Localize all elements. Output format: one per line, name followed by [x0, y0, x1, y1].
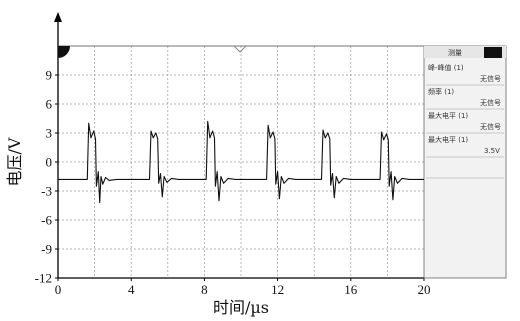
measure-row-label: 最大电平 (1) — [428, 111, 468, 120]
measure-row-value: 无信号 — [480, 74, 501, 83]
x-axis-title: 时间/µs — [213, 298, 269, 317]
y-tick-label: -12 — [35, 271, 52, 286]
y-axis-arrow — [54, 12, 62, 22]
channel-marker-icon — [58, 46, 70, 58]
y-tick-label: 6 — [46, 97, 53, 112]
measure-row-4[interactable]: 最大电平 (1) 3.5V — [426, 135, 504, 158]
voltage-trace — [58, 120, 424, 204]
trigger-marker-icon — [233, 45, 247, 53]
y-tick-label: 3 — [46, 126, 53, 141]
measure-row-3[interactable]: 最大电平 (1) 无信号 — [426, 111, 504, 134]
measure-row-label: 峰-峰值 (1) — [428, 63, 464, 72]
x-tick-label: 8 — [201, 282, 208, 297]
grid — [58, 46, 424, 278]
measure-row-value: 无信号 — [480, 122, 501, 131]
y-tick-label: -9 — [41, 242, 52, 257]
measure-panel: 测量 峰-峰值 (1) 无信号 频率 (1) 无信号 最大电平 (1) 无信号 … — [423, 45, 507, 279]
x-tick-labels: 0 4 8 12 16 20 — [55, 278, 431, 297]
y-tick-label: 9 — [46, 68, 53, 83]
measure-row-value: 无信号 — [480, 98, 501, 107]
measure-panel-close-icon[interactable] — [484, 47, 502, 58]
measure-panel-title: 测量 — [448, 49, 462, 57]
y-axis-title: 电压/V — [5, 137, 24, 186]
measure-row-label: 频率 (1) — [428, 87, 454, 96]
measure-row-2[interactable]: 频率 (1) 无信号 — [426, 87, 504, 110]
x-tick-label: 20 — [418, 282, 431, 297]
measure-row-value: 3.5V — [484, 147, 500, 155]
y-tick-label: -6 — [41, 213, 52, 228]
x-tick-label: 16 — [344, 282, 358, 297]
x-tick-label: 4 — [128, 282, 135, 297]
y-tick-label: 0 — [46, 155, 53, 170]
measure-row-1[interactable]: 峰-峰值 (1) 无信号 — [426, 63, 504, 86]
x-tick-label: 12 — [271, 282, 284, 297]
x-tick-label: 0 — [55, 282, 62, 297]
y-tick-labels: 9 6 3 0 -3 -6 -9 -12 — [35, 68, 58, 286]
y-tick-label: -3 — [41, 184, 52, 199]
measure-row-label: 最大电平 (1) — [428, 135, 468, 144]
